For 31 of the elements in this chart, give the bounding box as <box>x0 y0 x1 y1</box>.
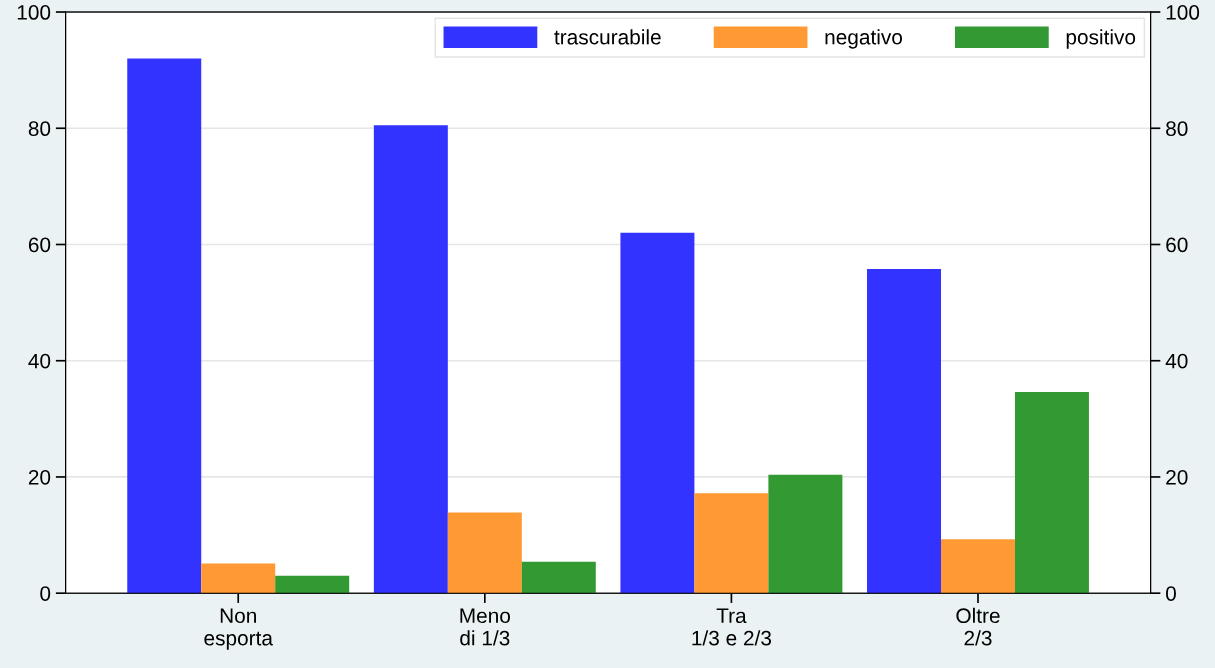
y2-tick-label: 60 <box>1166 237 1188 253</box>
legend-label: negativo <box>825 29 903 49</box>
y-tick-label: 0 <box>40 586 51 601</box>
y-tick-label: 100 <box>17 5 51 20</box>
y2-tick-label: 100 <box>1166 5 1200 20</box>
y-tick-label: 60 <box>28 237 51 253</box>
bar <box>275 575 350 594</box>
y2-tick-label: 80 <box>1166 121 1188 137</box>
y-tick-label: 80 <box>28 121 51 137</box>
x-tick-label: Oltre 2/3 <box>956 607 1000 646</box>
y2-tick-label: 20 <box>1166 469 1188 485</box>
bar <box>127 58 202 594</box>
x-tick-label: Tra 1/3 e 2/3 <box>692 608 772 646</box>
bar <box>620 232 695 594</box>
bar <box>768 474 843 594</box>
y2-tick-label: 0 <box>1166 586 1176 601</box>
bar <box>447 512 522 594</box>
bar <box>521 561 596 594</box>
y-tick-label: 20 <box>28 469 51 485</box>
legend-label: positivo <box>1066 29 1136 49</box>
bar <box>941 539 1015 594</box>
bar <box>373 125 448 594</box>
y-tick-label: 40 <box>28 353 51 369</box>
bar <box>1014 392 1089 594</box>
y2-tick-label: 40 <box>1165 353 1188 369</box>
x-tick-label: Non esporta <box>204 608 273 650</box>
legend-label: trascurabile <box>554 29 661 45</box>
bar <box>867 268 941 594</box>
bar <box>694 493 769 594</box>
bar <box>201 563 276 594</box>
x-tick-label: Meno di 1/3 <box>460 608 510 646</box>
